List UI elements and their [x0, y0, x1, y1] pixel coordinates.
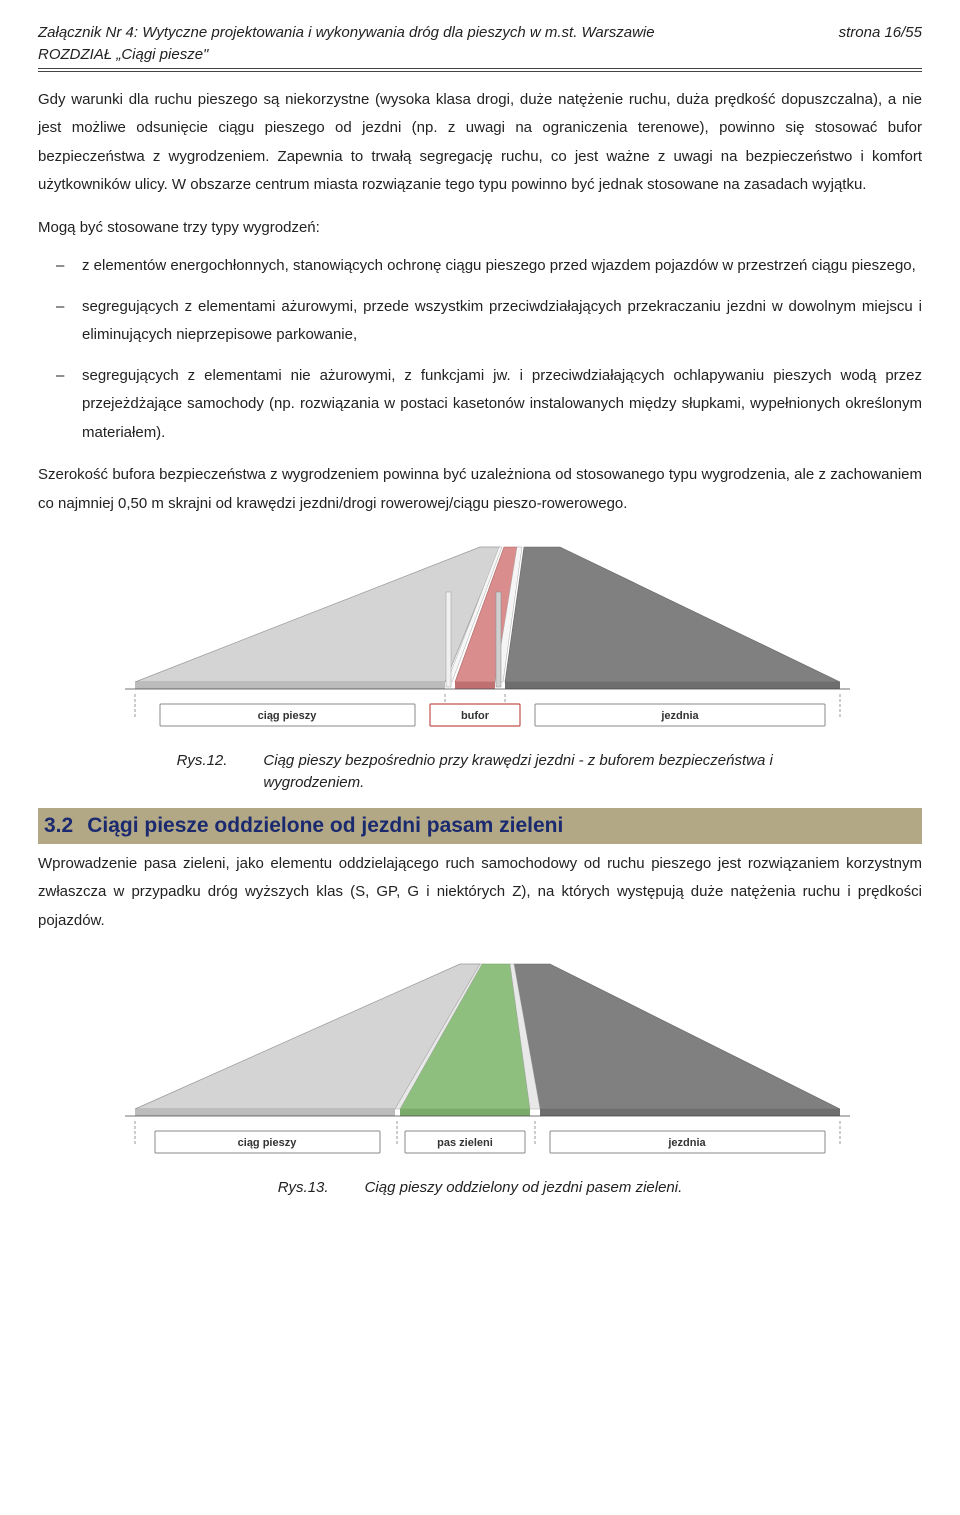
section-heading: 3.2 Ciągi piesze oddzielone od jezdni pa…	[38, 808, 922, 844]
paragraph-3: Szerokość bufora bezpieczeństwa z wygrod…	[38, 461, 922, 518]
figure-12: ciąg pieszy bufor jezdnia	[38, 532, 922, 742]
fig13-label-mid: pas zieleni	[437, 1137, 493, 1149]
page-header: Załącznik Nr 4: Wytyczne projektowania i…	[38, 22, 922, 44]
figure-13-caption: Rys.13. Ciąg pieszy oddzielony od jezdni…	[38, 1177, 922, 1199]
figure-12-number: Rys.12.	[177, 750, 228, 794]
list-item: segregujących z elementami nie ażurowymi…	[82, 362, 922, 448]
header-rule-2	[38, 71, 922, 72]
fig13-label-right: jezdnia	[667, 1137, 706, 1149]
section-number: 3.2	[44, 811, 73, 841]
figure-13: ciąg pieszy pas zieleni jezdnia	[38, 949, 922, 1169]
section-title: Ciągi piesze oddzielone od jezdni pasam …	[87, 811, 563, 841]
figure-12-text: Ciąg pieszy bezpośrednio przy krawędzi j…	[263, 750, 783, 794]
bullet-list: z elementów energochłonnych, stanowiącyc…	[38, 252, 922, 447]
header-title-left: Załącznik Nr 4: Wytyczne projektowania i…	[38, 22, 655, 44]
list-item: segregujących z elementami ażurowymi, pr…	[82, 293, 922, 350]
paragraph-2-intro: Mogą być stosowane trzy typy wygrodzeń:	[38, 214, 922, 243]
header-page-number: strona 16/55	[839, 22, 922, 44]
fig12-label-right: jezdnia	[660, 710, 699, 722]
fig12-label-left: ciąg pieszy	[258, 710, 318, 722]
fig13-label-left: ciąg pieszy	[238, 1137, 298, 1149]
figure-13-number: Rys.13.	[278, 1177, 329, 1199]
paragraph-1: Gdy warunki dla ruchu pieszego są niekor…	[38, 86, 922, 200]
paragraph-4: Wprowadzenie pasa zieleni, jako elementu…	[38, 850, 922, 936]
header-rule-1	[38, 68, 922, 69]
figure-13-svg: ciąg pieszy pas zieleni jezdnia	[100, 949, 860, 1169]
figure-13-text: Ciąg pieszy oddzielony od jezdni pasem z…	[365, 1177, 683, 1199]
header-subtitle: ROZDZIAŁ „Ciągi piesze"	[38, 44, 922, 66]
figure-12-caption: Rys.12. Ciąg pieszy bezpośrednio przy kr…	[38, 750, 922, 794]
figure-12-svg: ciąg pieszy bufor jezdnia	[100, 532, 860, 742]
fig12-label-mid: bufor	[461, 710, 490, 722]
list-item: z elementów energochłonnych, stanowiącyc…	[82, 252, 922, 281]
